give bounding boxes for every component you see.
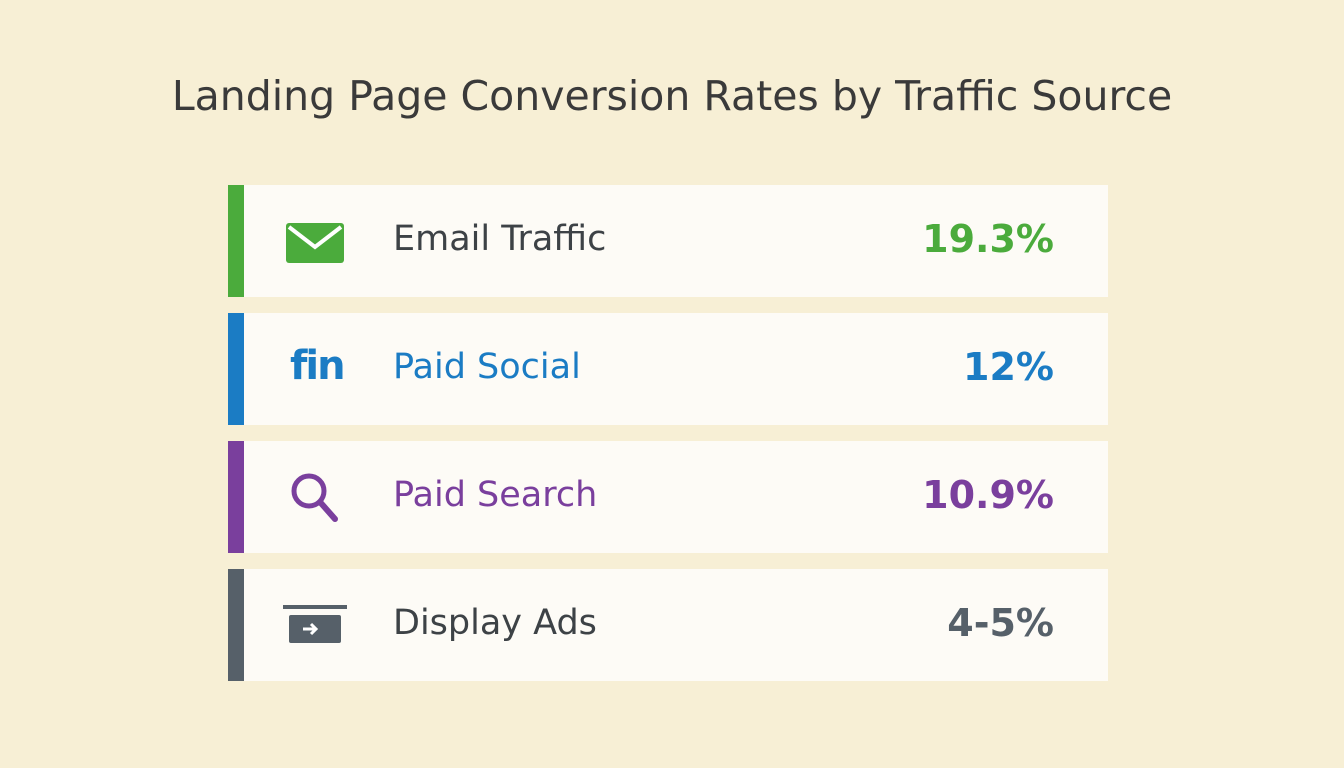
accent-bar	[228, 313, 244, 425]
social-icon: fin	[290, 343, 346, 389]
label: Paid Search	[393, 475, 598, 515]
row: Paid Search 10.9%	[228, 441, 1108, 553]
row: Display Ads 4-5%	[228, 569, 1108, 681]
search-icon	[291, 473, 338, 522]
label: Display Ads	[393, 603, 597, 643]
label: Paid Social	[393, 347, 581, 387]
value: 10.9%	[922, 473, 1054, 517]
accent-bar	[228, 441, 244, 553]
value: 12%	[963, 345, 1054, 389]
row: fin Paid Social 12%	[228, 313, 1108, 425]
row: Email Traffic 19.3%	[228, 185, 1108, 297]
accent-bar	[228, 569, 244, 681]
display-icon	[283, 605, 347, 643]
value: 4-5%	[947, 601, 1054, 645]
accent-bar	[228, 185, 244, 297]
email-icon	[286, 223, 344, 263]
title: Landing Page Conversion Rates by Traffic…	[171, 72, 1173, 120]
label: Email Traffic	[393, 219, 607, 259]
value: 19.3%	[922, 217, 1054, 261]
